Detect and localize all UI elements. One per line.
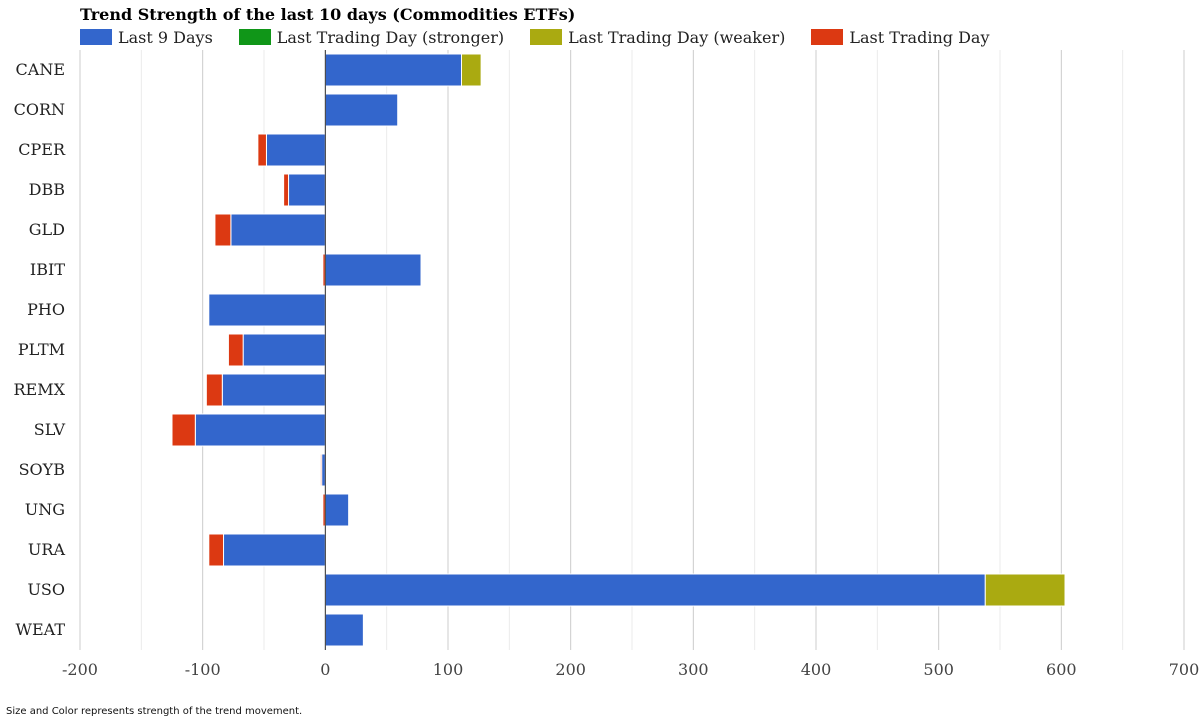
y-category-label: GLD [29,220,65,239]
y-category-label: CORN [14,100,65,119]
bar-cper-last-trading-day [257,133,267,167]
y-category-label: USO [27,580,65,599]
bar-uso-last-9-days [324,573,986,607]
y-category-label: DBB [29,180,65,199]
bar-remx-last-9-days [221,373,326,407]
bar-pho-last-9-days [208,293,326,327]
x-tick-label: 300 [678,660,709,679]
chart-title: Trend Strength of the last 10 days (Comm… [80,5,576,24]
y-category-label: SOYB [19,460,65,479]
y-category-label: WEAT [16,620,66,639]
legend-item-last-trading-day-weaker: Last Trading Day (weaker) [530,28,785,47]
x-tick-label: 100 [433,660,464,679]
y-category-label: CANE [16,60,65,79]
legend-label-last-trading-day-weaker: Last Trading Day (weaker) [568,27,786,47]
bar-cane-last-trading-day-weaker [460,53,482,87]
bar-weat-last-9-days [324,613,364,647]
legend-label-last-trading-day-stronger: Last Trading Day (stronger) [276,27,505,47]
y-category-label: REMX [14,380,66,399]
footnote: Size and Color represents strength of th… [6,706,303,717]
y-category-label: SLV [34,420,66,439]
bar-pltm-last-9-days [242,333,326,367]
bar-uso-last-trading-day-weaker [984,573,1066,607]
x-tick-label: 400 [801,660,832,679]
bar-slv-last-9-days [194,413,326,447]
bar-ura-last-9-days [223,533,326,567]
y-category-label: CPER [18,140,66,159]
x-tick-label: -100 [185,660,221,679]
y-category-label: UNG [25,500,65,519]
legend-item-last-trading-day-stronger: Last Trading Day (stronger) [238,27,505,47]
legend-label-last-9-days: Last 9 Days [118,27,213,47]
bar-pltm-last-trading-day [227,333,244,367]
bar-ura-last-trading-day [208,533,225,567]
y-category-label: IBIT [30,260,65,279]
bar-corn-last-9-days [324,93,399,127]
x-tick-label: 600 [1046,660,1077,679]
y-category-label: PHO [27,300,65,319]
bar-soyb-last-trading-day [319,453,323,487]
y-category-label: PLTM [18,340,65,359]
bar-gld-last-9-days [230,213,326,247]
bar-remx-last-trading-day [205,373,223,407]
bar-cper-last-9-days [265,133,326,167]
legend: Last 9 Days Last Trading Day (stronger) … [80,27,989,47]
x-tick-label: 700 [1169,660,1200,679]
legend-swatch-last-trading-day-stronger [238,29,271,45]
bar-dbb-last-trading-day [283,173,290,207]
bar-soyb-last-9-days [321,453,326,487]
legend-item-last-trading-day: Last Trading Day [811,28,989,47]
bar-dbb-last-9-days [288,173,326,207]
bar-cane-last-9-days [324,53,462,87]
legend-swatch-last-trading-day-weaker [530,29,563,45]
legend-swatch-last-trading-day [811,29,844,45]
bar-gld-last-trading-day [214,213,232,247]
x-tick-label: 200 [555,660,586,679]
y-category-label: URA [28,540,66,559]
bar-ung-last-9-days [324,493,350,527]
x-tick-label: 0 [320,660,330,679]
legend-label-last-trading-day: Last Trading Day [849,27,990,47]
legend-swatch-last-9-days [80,29,112,45]
bar-slv-last-trading-day [171,413,196,447]
x-tick-label: -200 [62,660,98,679]
x-tick-label: 500 [923,660,954,679]
legend-item-last-9-days: Last 9 Days [80,28,213,47]
bar-ibit-last-9-days [324,253,422,287]
